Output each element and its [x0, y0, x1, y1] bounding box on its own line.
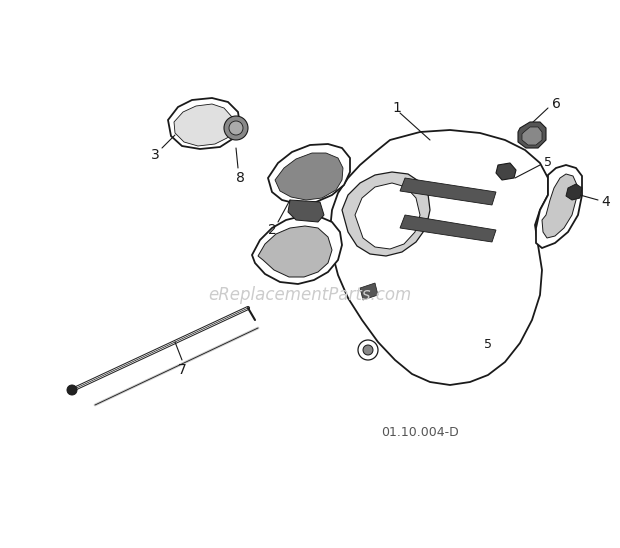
Circle shape	[224, 116, 248, 140]
Text: 6: 6	[552, 97, 560, 111]
Text: 3: 3	[151, 148, 159, 162]
Polygon shape	[566, 184, 582, 200]
Text: 4: 4	[601, 195, 610, 209]
Polygon shape	[275, 153, 343, 200]
Text: 2: 2	[268, 223, 277, 237]
Polygon shape	[400, 215, 496, 242]
Text: 5: 5	[484, 339, 492, 351]
Text: 7: 7	[177, 363, 187, 377]
Circle shape	[358, 340, 378, 360]
Polygon shape	[168, 98, 240, 149]
Text: 1: 1	[392, 101, 401, 115]
Polygon shape	[355, 183, 420, 249]
Circle shape	[229, 121, 243, 135]
Polygon shape	[522, 127, 542, 145]
Polygon shape	[542, 174, 577, 238]
Polygon shape	[360, 283, 378, 300]
Text: eReplacementParts.com: eReplacementParts.com	[208, 286, 412, 304]
Text: 5: 5	[544, 156, 552, 168]
Polygon shape	[288, 200, 324, 222]
Polygon shape	[330, 130, 548, 385]
Polygon shape	[342, 172, 430, 256]
Polygon shape	[518, 122, 546, 148]
Polygon shape	[536, 165, 582, 248]
Circle shape	[363, 345, 373, 355]
Circle shape	[67, 385, 77, 395]
Polygon shape	[268, 144, 350, 204]
Polygon shape	[174, 104, 233, 146]
Text: 8: 8	[236, 171, 244, 185]
Polygon shape	[400, 178, 496, 205]
Polygon shape	[496, 163, 516, 180]
Polygon shape	[252, 216, 342, 284]
Polygon shape	[258, 226, 332, 277]
Text: 01.10.004-D: 01.10.004-D	[381, 425, 459, 438]
